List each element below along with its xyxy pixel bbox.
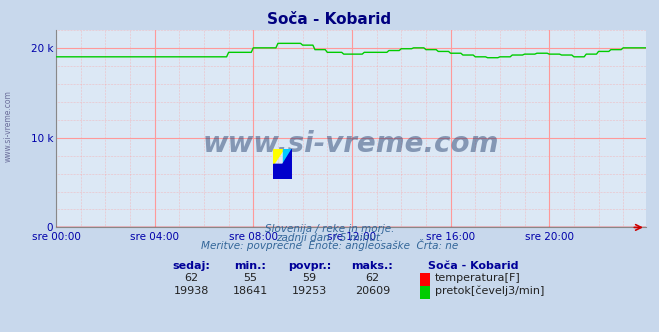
Text: www.si-vreme.com: www.si-vreme.com: [203, 130, 499, 158]
Text: Soča - Kobarid: Soča - Kobarid: [428, 261, 519, 271]
Text: Soča - Kobarid: Soča - Kobarid: [268, 12, 391, 27]
Text: temperatura[F]: temperatura[F]: [435, 273, 521, 283]
Text: 19253: 19253: [292, 286, 328, 296]
Text: www.si-vreme.com: www.si-vreme.com: [3, 90, 13, 162]
Text: 20609: 20609: [355, 286, 390, 296]
Polygon shape: [283, 149, 292, 164]
Text: 55: 55: [243, 273, 258, 283]
Text: 18641: 18641: [233, 286, 268, 296]
Text: povpr.:: povpr.:: [288, 261, 331, 271]
Text: Meritve: povprečne  Enote: angleosaške  Črta: ne: Meritve: povprečne Enote: angleosaške Čr…: [201, 239, 458, 251]
Text: min.:: min.:: [235, 261, 266, 271]
Text: zadnji dan / 5 minut.: zadnji dan / 5 minut.: [276, 233, 383, 243]
Text: 19938: 19938: [173, 286, 209, 296]
Text: Slovenija / reke in morje.: Slovenija / reke in morje.: [265, 224, 394, 234]
Text: sedaj:: sedaj:: [172, 261, 210, 271]
Text: 59: 59: [302, 273, 317, 283]
Text: maks.:: maks.:: [351, 261, 393, 271]
Polygon shape: [273, 149, 292, 179]
Text: pretok[čevelj3/min]: pretok[čevelj3/min]: [435, 285, 544, 296]
Text: 62: 62: [365, 273, 380, 283]
Text: 62: 62: [184, 273, 198, 283]
Polygon shape: [273, 149, 283, 164]
